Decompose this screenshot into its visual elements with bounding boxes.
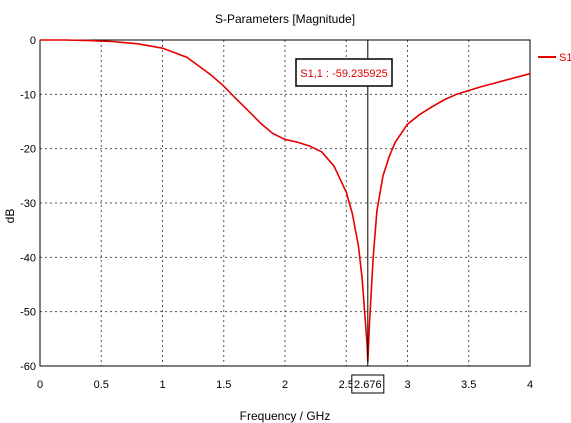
x-tick-label: 2: [282, 379, 288, 391]
x-axis-label: Frequency / GHz: [240, 409, 331, 423]
y-tick-label: -40: [20, 252, 36, 264]
data-point: [333, 165, 335, 167]
y-tick-label: -10: [20, 89, 36, 101]
data-point: [137, 43, 139, 45]
y-tick-label: -60: [20, 361, 36, 373]
data-point: [455, 93, 458, 95]
x-tick-label: 3: [404, 379, 410, 391]
data-point: [368, 321, 371, 324]
data-point: [431, 106, 433, 108]
data-point: [259, 122, 262, 124]
data-point: [361, 278, 363, 280]
x-tick-label: 4: [527, 379, 533, 391]
data-point: [247, 110, 249, 112]
y-tick-label: -50: [20, 307, 36, 319]
marker-x-label: 2.676: [354, 379, 382, 391]
y-axis-label: dB: [3, 209, 17, 224]
data-point: [372, 256, 374, 258]
x-tick-label: 0.5: [94, 379, 109, 391]
data-point: [296, 141, 298, 143]
data-point: [284, 138, 286, 141]
data-point: [186, 56, 188, 58]
data-point: [388, 156, 390, 158]
data-point: [517, 76, 519, 78]
data-point: [357, 245, 360, 248]
data-point: [443, 99, 445, 101]
x-tick-label: 3.5: [461, 379, 476, 391]
data-point: [272, 132, 274, 135]
chart-title: S-Parameters [Magnitude]: [215, 12, 355, 26]
data-point: [345, 191, 347, 193]
y-tick-label: -30: [20, 198, 36, 210]
data-point: [210, 74, 213, 76]
data-point: [504, 79, 507, 81]
data-point: [468, 89, 470, 92]
y-tick-label: 0: [30, 35, 36, 47]
data-points: [39, 39, 531, 363]
data-point: [161, 47, 164, 49]
data-point: [88, 39, 90, 42]
y-tick-label: -20: [20, 144, 36, 156]
data-point: [351, 213, 353, 215]
grid: [40, 40, 530, 366]
data-point: [308, 145, 311, 147]
plot-area-frame: [39, 39, 531, 367]
data-point: [382, 175, 384, 177]
x-tick-labels: 0 0.5 1 1.5 2 2.5 3 3.5 4: [37, 379, 533, 391]
x-tick-label: 1: [159, 379, 165, 391]
data-point: [364, 311, 366, 313]
marker-label: S1,1 : -59.235925: [300, 68, 387, 80]
data-point: [406, 123, 409, 125]
series-line-s11: [40, 39, 531, 362]
x-tick-label: 0: [37, 379, 43, 391]
data-point: [235, 98, 237, 100]
data-point: [376, 210, 378, 212]
marker-box: [295, 58, 393, 87]
y-tick-labels: 0 -10 -20 -30 -40 -50 -60: [20, 35, 36, 373]
data-point: [529, 73, 531, 75]
data-point: [39, 39, 41, 41]
data-point: [112, 41, 115, 43]
data-point: [480, 86, 482, 88]
data-point: [492, 82, 494, 85]
data-point: [419, 113, 421, 116]
legend-label: S1,: [559, 52, 571, 64]
data-point: [394, 141, 396, 143]
x-tick-label: 2.5: [339, 379, 354, 391]
marker-x-box: [351, 374, 385, 394]
x-tick-label: 1.5: [216, 379, 231, 391]
data-point: [223, 85, 225, 87]
data-point: [321, 151, 323, 153]
data-point: [63, 39, 66, 41]
